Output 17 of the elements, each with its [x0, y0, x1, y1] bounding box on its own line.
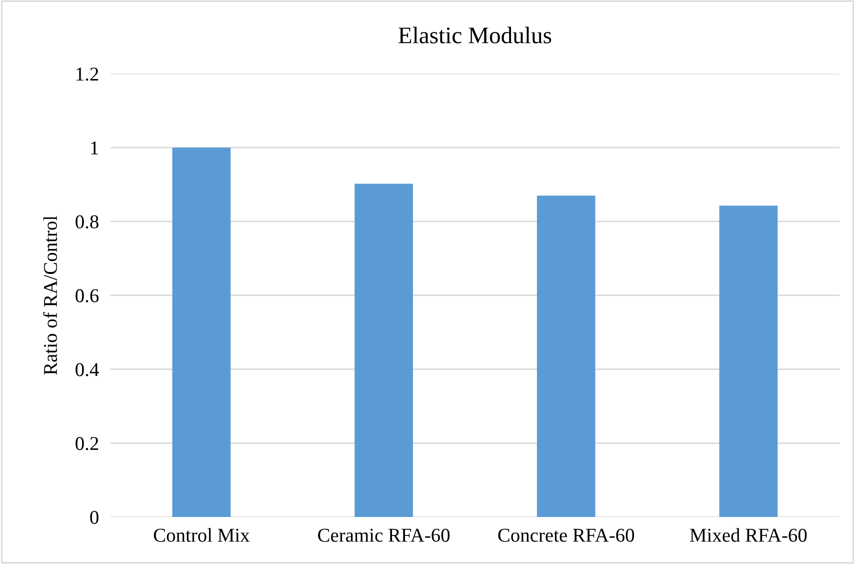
- x-tick-label: Ceramic RFA-60: [318, 528, 450, 542]
- chart-title: Elastic Modulus: [398, 26, 552, 44]
- y-tick-label: 0.6: [76, 289, 99, 302]
- y-tick-label: 0.4: [76, 363, 99, 376]
- y-tick-label: 0.2: [76, 436, 98, 450]
- bar: [536, 196, 596, 518]
- y-tick-label: 0: [90, 510, 98, 524]
- bar: [719, 206, 778, 518]
- y-axis-title: Ratio of RA/Control: [43, 216, 58, 375]
- y-tick-label: 1.2: [76, 68, 98, 81]
- x-tick-label: Control Mix: [154, 528, 250, 542]
- bar: [172, 148, 231, 518]
- y-tick-label: 0.8: [76, 215, 98, 229]
- x-tick-label: Mixed RFA-60: [690, 528, 807, 542]
- bar: [354, 184, 413, 518]
- y-tick-label: 1: [91, 142, 98, 154]
- x-tick-label: Concrete RFA-60: [498, 528, 634, 542]
